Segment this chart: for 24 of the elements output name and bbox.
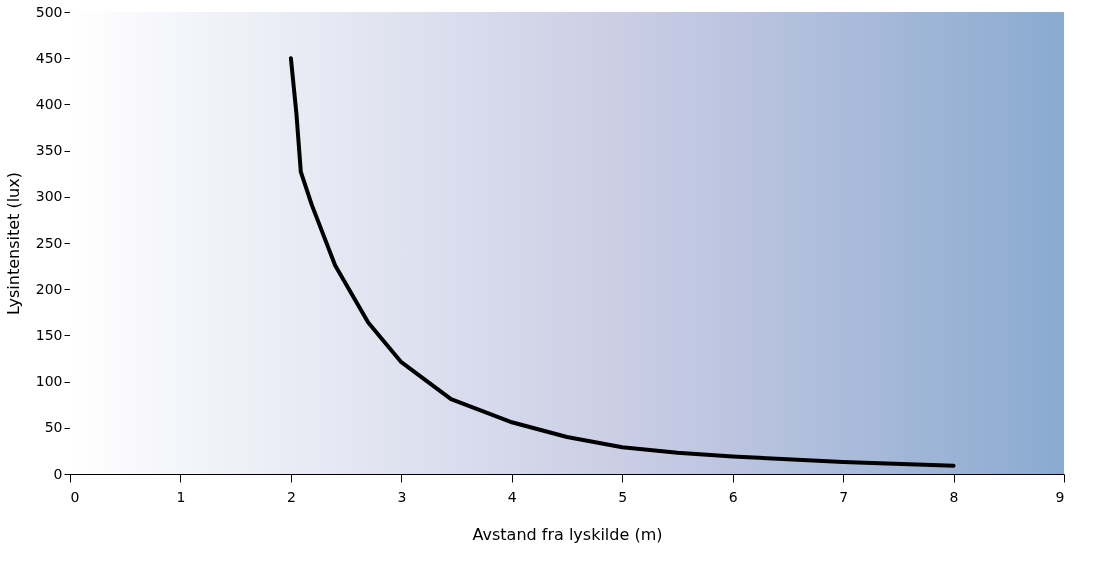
x-tick-label: 7 [839,488,849,505]
x-tick-label: 0 [70,488,80,505]
y-tick-label: 400 [35,95,63,112]
line-series [288,56,956,468]
x-tick-label: 5 [618,488,628,505]
y-tick-label: 500 [35,3,63,20]
y-tick-label: 350 [35,142,63,159]
y-tick-label: 100 [35,373,63,390]
y-tick-label: 250 [35,234,63,251]
x-axis-title: Avstand fra lyskilde (m) [472,524,663,544]
x-tick-label: 1 [176,488,186,505]
x-tick-label: 9 [1055,488,1065,505]
x-tick-label: 6 [728,488,738,505]
y-tick-label: 150 [35,326,63,343]
y-tick-label: 50 [44,419,63,436]
y-axis-title: Lysintensitet (lux) [3,172,23,315]
y-tick-label: 0 [53,465,63,482]
y-tick-label: 200 [35,280,63,297]
x-tick-label: 8 [949,488,959,505]
y-tick-label: 300 [35,188,63,205]
x-tick-label: 2 [286,488,296,505]
x-tick-label: 3 [397,488,407,505]
x-tick-label: 4 [507,488,517,505]
y-tick-label: 450 [35,49,63,66]
